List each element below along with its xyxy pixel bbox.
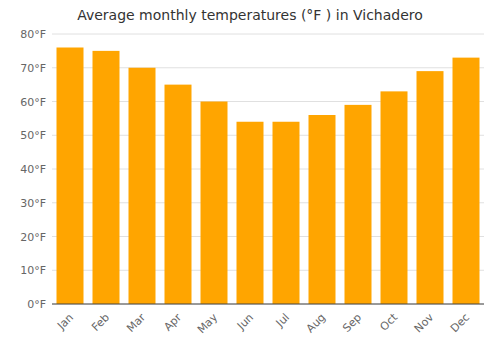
grid-line	[52, 34, 484, 35]
bar	[237, 122, 264, 304]
x-axis: Jan Feb Mar Apr May Jun Jul Aug Sep Oct Nov Dec	[54, 310, 472, 336]
x-tick-label: Apr	[161, 311, 184, 334]
y-tick-label: 20°F	[20, 231, 46, 244]
y-tick-label: 60°F	[20, 96, 46, 109]
bar	[273, 122, 300, 304]
x-tick-label: Nov	[412, 311, 437, 336]
x-tick-label: Aug	[304, 311, 328, 335]
bar	[57, 48, 84, 305]
x-tick-label: Sep	[340, 311, 364, 335]
y-tick-label: 0°F	[27, 298, 46, 311]
grid-line	[52, 304, 484, 305]
y-tick-label: 50°F	[20, 129, 46, 142]
bar	[453, 58, 480, 304]
x-tick-label: Mar	[124, 311, 148, 335]
x-tick-label: May	[195, 311, 221, 337]
bar	[381, 91, 408, 304]
y-tick-label: 10°F	[20, 264, 46, 277]
x-tick-label: Oct	[377, 310, 400, 333]
bar	[93, 51, 120, 304]
y-tick-label: 80°F	[20, 28, 46, 41]
chart-container: Average monthly temperatures (°F ) in Vi…	[0, 0, 500, 350]
y-tick-label: 70°F	[20, 62, 46, 75]
bar	[417, 71, 444, 304]
bar	[309, 115, 336, 304]
bar	[129, 68, 156, 304]
bar	[201, 102, 228, 305]
x-tick-label: Feb	[89, 311, 112, 334]
bar	[345, 105, 372, 304]
y-axis: 0°F 10°F 20°F 30°F 40°F 50°F 60°F 70°F 80°F	[20, 28, 484, 311]
x-tick-label: Jan	[54, 311, 76, 333]
title: Average monthly temperatures (°F ) in Vi…	[77, 7, 423, 23]
y-tick-label: 40°F	[20, 163, 46, 176]
y-tick-label: 30°F	[20, 197, 46, 210]
x-tick-label: Jun	[234, 311, 256, 333]
x-tick-label: Jul	[273, 311, 292, 330]
chart: Average monthly temperatures (°F ) in Vi…	[0, 0, 500, 350]
x-axis-line	[52, 304, 484, 305]
bars	[57, 48, 480, 305]
bar	[165, 85, 192, 304]
x-tick-label: Dec	[448, 311, 472, 335]
